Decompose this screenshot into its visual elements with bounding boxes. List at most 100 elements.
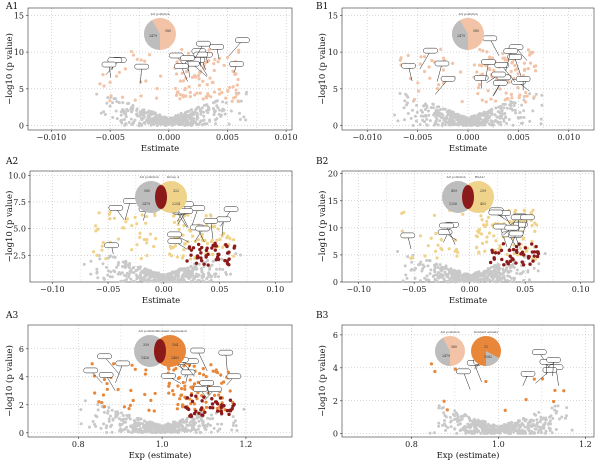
gene-tag xyxy=(99,372,113,377)
inset-count: 259 xyxy=(480,189,486,193)
point-significant xyxy=(487,216,490,219)
point xyxy=(104,113,107,116)
point xyxy=(132,266,135,269)
point-significant xyxy=(149,399,152,402)
point xyxy=(92,420,95,423)
point xyxy=(95,268,98,271)
point-significant xyxy=(455,255,458,258)
point-significant xyxy=(108,217,111,220)
point xyxy=(80,422,83,425)
point xyxy=(427,279,430,282)
point xyxy=(127,415,130,418)
point-significant xyxy=(480,218,483,221)
gene-tag xyxy=(492,72,506,77)
inset-count: 11 xyxy=(484,345,488,349)
point xyxy=(474,427,477,430)
point-significant xyxy=(182,381,185,384)
point-overlap xyxy=(220,412,223,415)
point-significant xyxy=(211,253,214,256)
point xyxy=(214,122,217,125)
point xyxy=(527,422,530,425)
point xyxy=(502,271,505,274)
point-significant xyxy=(479,214,482,217)
point-overlap xyxy=(200,413,203,416)
point-significant xyxy=(519,247,522,250)
point xyxy=(466,426,469,429)
point-significant xyxy=(180,387,183,390)
point xyxy=(174,430,177,433)
point-significant xyxy=(523,95,526,98)
point xyxy=(163,116,166,119)
point xyxy=(489,271,492,274)
point xyxy=(535,93,538,96)
y-tick-label: 0 xyxy=(19,122,24,131)
point xyxy=(114,410,117,413)
point xyxy=(444,429,447,432)
point xyxy=(124,263,127,266)
point xyxy=(242,408,245,411)
point xyxy=(485,111,488,114)
point xyxy=(422,104,425,107)
point xyxy=(120,114,123,117)
gene-tag xyxy=(216,217,230,222)
point xyxy=(118,417,121,420)
point-significant xyxy=(485,223,488,226)
gene-tag xyxy=(196,226,210,231)
point xyxy=(410,117,413,120)
point xyxy=(95,93,98,96)
point xyxy=(97,408,100,411)
y-tick-label: 10 xyxy=(14,48,24,57)
point xyxy=(122,414,125,417)
point xyxy=(142,114,145,117)
point xyxy=(439,108,442,111)
gene-tag xyxy=(116,361,130,366)
point-significant xyxy=(435,256,438,259)
point xyxy=(158,118,161,121)
point xyxy=(519,111,522,114)
point xyxy=(195,118,198,121)
point xyxy=(207,105,210,108)
point xyxy=(172,116,175,119)
point xyxy=(184,272,187,275)
point-significant xyxy=(175,94,178,97)
point-overlap xyxy=(533,254,536,257)
point-significant xyxy=(102,241,105,244)
point xyxy=(182,280,185,283)
point xyxy=(201,276,204,279)
point xyxy=(488,122,491,125)
point xyxy=(464,121,467,124)
point xyxy=(407,112,410,115)
point-overlap xyxy=(492,256,495,259)
point-significant xyxy=(126,217,129,220)
point xyxy=(210,413,213,416)
gene-tag xyxy=(505,225,519,230)
point xyxy=(125,278,128,281)
point-overlap xyxy=(223,259,226,262)
inset-count: 1582 xyxy=(484,355,492,359)
inset-count: 580 xyxy=(165,29,171,33)
point xyxy=(115,414,118,417)
point-significant xyxy=(197,74,200,77)
point xyxy=(446,426,449,429)
point-significant xyxy=(181,256,184,259)
point xyxy=(139,274,142,277)
point xyxy=(404,93,407,96)
x-tick-label: 0.000 xyxy=(457,133,480,142)
point xyxy=(498,263,501,266)
point-significant xyxy=(177,377,180,380)
point xyxy=(523,426,526,429)
point xyxy=(443,277,446,280)
point-significant xyxy=(182,248,185,251)
point xyxy=(180,112,183,115)
point xyxy=(195,431,198,434)
gene-tag xyxy=(520,215,534,220)
point xyxy=(98,257,101,260)
point xyxy=(450,425,453,428)
point xyxy=(216,106,219,109)
point xyxy=(210,264,213,267)
point-significant xyxy=(152,245,155,248)
point xyxy=(504,426,507,429)
point-significant xyxy=(553,389,556,392)
point-significant xyxy=(482,223,485,226)
point-significant xyxy=(473,63,476,66)
